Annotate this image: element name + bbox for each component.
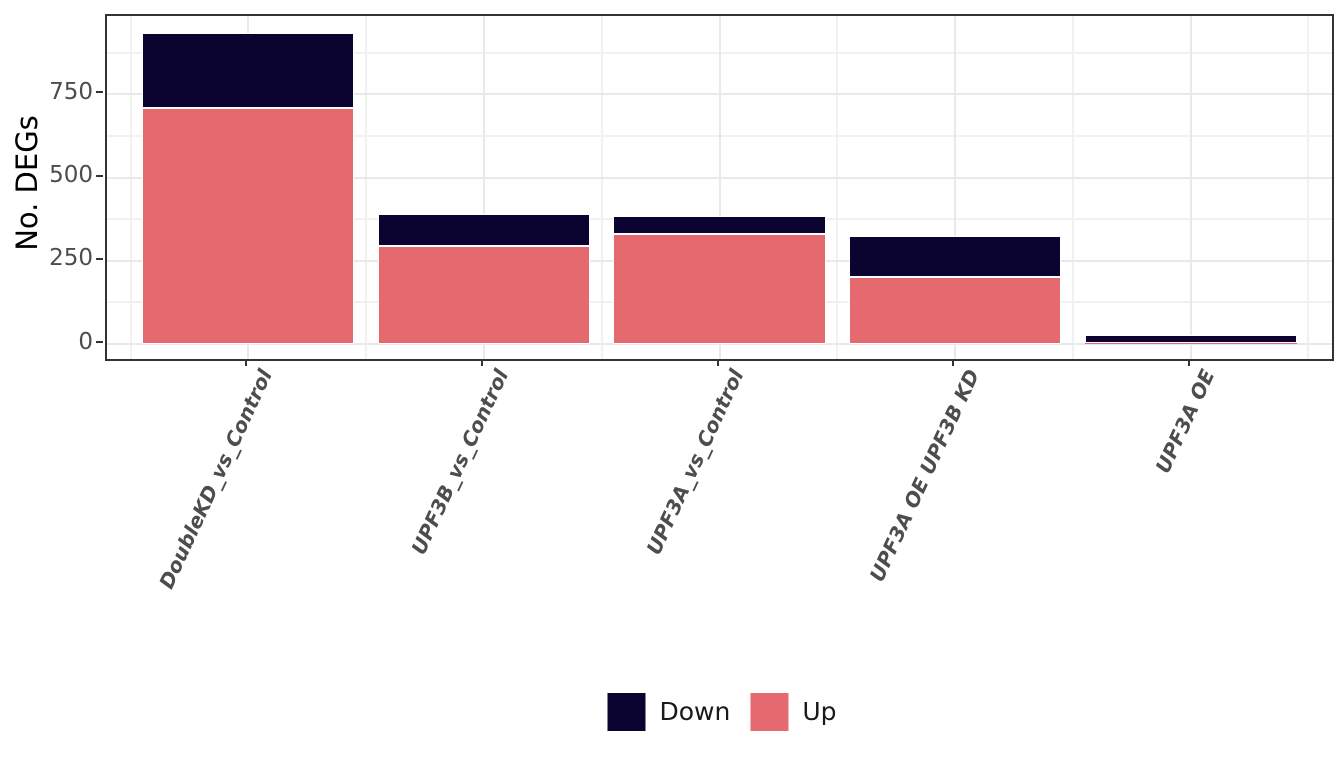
bar-segment-down (142, 32, 355, 108)
major-gridline-vertical (954, 16, 957, 359)
minor-gridline-vertical (365, 16, 368, 359)
bar-segment-down (377, 214, 590, 246)
x-tick-label: DoubleKD_vs_Control (154, 365, 278, 593)
x-tick-label: UPF3A_vs_Control (641, 365, 749, 559)
legend-item-up: Up (750, 693, 837, 731)
legend-item-down: Down (607, 693, 730, 731)
major-gridline-vertical (482, 16, 485, 359)
major-gridline-vertical (718, 16, 721, 359)
legend-swatch-down (607, 693, 646, 731)
legend-label-down: Down (659, 697, 731, 726)
x-tick-mark (1187, 359, 1190, 366)
legend-swatch-up (750, 693, 789, 731)
bar-segment-up (377, 245, 590, 344)
bar-segment-up (849, 277, 1062, 344)
y-tick-mark (96, 174, 103, 177)
minor-gridline-vertical (600, 16, 603, 359)
bar-segment-up (142, 107, 355, 344)
minor-gridline-vertical (1071, 16, 1074, 359)
bar-segment-down (1084, 335, 1297, 344)
minor-gridline-vertical (129, 16, 132, 359)
bar-segment-down (849, 235, 1062, 278)
minor-gridline-vertical (836, 16, 839, 359)
x-tick-mark (716, 359, 719, 366)
minor-gridline-vertical (1307, 16, 1310, 359)
x-tick-mark (952, 359, 955, 366)
y-tick-mark (96, 341, 103, 343)
legend: Down Up (607, 693, 837, 731)
plot-area (107, 16, 1332, 359)
major-gridline-vertical (1189, 16, 1192, 359)
y-tick-label: 250 (49, 245, 93, 272)
y-tick-label: 750 (49, 78, 93, 105)
bar-segment-up (613, 234, 826, 344)
x-tick-mark (480, 359, 483, 366)
bar-segment-down (613, 215, 826, 235)
x-tick-label: UPF3B_vs_Control (405, 365, 513, 559)
legend-label-up: Up (802, 697, 837, 726)
y-tick-label: 0 (78, 328, 93, 355)
y-tick-mark (96, 257, 103, 260)
x-tick-label: UPF3A OE UPF3B KD (864, 365, 984, 586)
y-tick-label: 500 (49, 162, 93, 188)
plot-panel (105, 14, 1334, 361)
bar-segment-up (1084, 343, 1297, 344)
x-tick-label: UPF3A OE (1150, 365, 1220, 477)
y-tick-mark (96, 91, 103, 94)
x-tick-mark (245, 359, 248, 366)
